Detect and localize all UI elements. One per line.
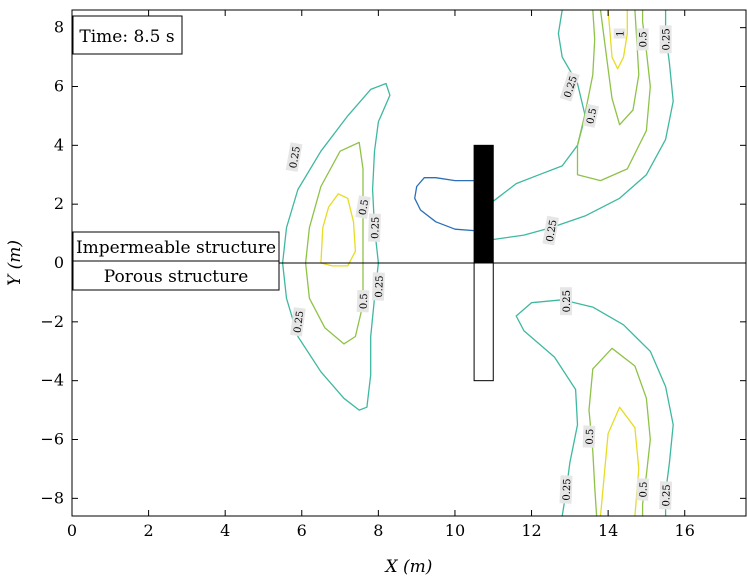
y-tick-label: 6 — [54, 76, 64, 95]
contour-label-bg — [368, 213, 381, 242]
y-tick-label: −2 — [40, 312, 64, 331]
contour-1-5 — [320, 193, 357, 267]
contour-label-text: 0.25 — [662, 28, 673, 50]
contour-label-text: 0.25 — [562, 478, 574, 501]
contour-label-bg — [659, 25, 672, 54]
porous-label: Porous structure — [104, 267, 249, 287]
y-tick-label: 2 — [54, 194, 64, 213]
y-tick-label: −4 — [40, 371, 64, 390]
contour-05-8 — [576, 9, 651, 182]
contour-025-6 — [492, 9, 586, 202]
x-tick-label: 2 — [143, 521, 153, 540]
y-tick-label: −8 — [40, 488, 64, 507]
contour-label-bg — [371, 272, 385, 301]
contour-label-bg — [582, 103, 600, 128]
contour-label-5: 0.25 — [290, 307, 306, 337]
y-tick-label: 0 — [54, 253, 64, 272]
y-axis-label: Y (m) — [5, 240, 25, 286]
contour-label-15: 0.5 — [636, 478, 650, 501]
contour-025-1 — [281, 82, 391, 264]
contour-label-text: 1 — [616, 30, 627, 36]
contour-label-bg — [290, 307, 306, 337]
y-tick-label: −6 — [40, 430, 64, 449]
contour-label-bg — [613, 28, 626, 39]
contour-label-0: 0.25 — [285, 142, 303, 172]
contour-1-13 — [599, 406, 640, 517]
contour-label-13: 0.5 — [582, 425, 597, 448]
contour-label-text: 0.25 — [563, 75, 580, 100]
contour-label-text: 0.25 — [545, 219, 560, 243]
contour-label-6: 1 — [613, 28, 627, 39]
x-tick-label: 12 — [521, 521, 541, 540]
x-tick-label: 8 — [373, 521, 383, 540]
contour-label-text: 0.25 — [288, 145, 303, 169]
contour-label-11: 0.25 — [542, 215, 560, 246]
contour-label-14: 0.25 — [559, 475, 574, 504]
x-tick-label: 0 — [67, 521, 77, 540]
contour-label-text: 0.25 — [374, 275, 386, 298]
contour-label-16: 0.25 — [659, 481, 673, 510]
contour-label-bg — [356, 289, 370, 313]
contour-label-text: 0.25 — [292, 310, 306, 334]
contour-label-bg — [355, 195, 371, 219]
contour-05-4 — [304, 262, 364, 345]
time-box — [72, 15, 183, 55]
contour-label-text: 0.25 — [661, 484, 673, 507]
impermeable-label: Impermeable structure — [76, 238, 276, 258]
x-tick-label: 6 — [297, 521, 307, 540]
contour-label-bg — [285, 142, 303, 172]
y-tick-label: 4 — [54, 135, 64, 154]
x-tick-label: 4 — [220, 521, 230, 540]
contour-05-3 — [304, 141, 364, 264]
porous-structure-bar — [473, 262, 494, 382]
contour-label-12: 0.25 — [560, 287, 573, 316]
contour-label-text: 0.5 — [638, 481, 650, 497]
contour-label-bg — [582, 425, 596, 448]
x-tick-label: 14 — [598, 521, 618, 540]
contour-label-2: 0.25 — [368, 213, 382, 242]
contour-label-4: 0.25 — [371, 272, 386, 301]
x-tick-label: 16 — [675, 521, 695, 540]
contour-025-2 — [281, 262, 380, 411]
impermeable-structure-bar — [473, 144, 494, 264]
contour-label-text: 0.5 — [639, 31, 650, 47]
contour-label-bg — [542, 215, 560, 246]
contour-label-7: 0.5 — [636, 28, 650, 51]
x-axis-label: X (m) — [384, 557, 433, 577]
x-axis-ticks: 0 2 4 6 8 10 12 14 16 — [67, 10, 695, 540]
contour-low-0 — [414, 177, 475, 232]
contour-label-bg — [559, 71, 580, 102]
contour-1-10 — [607, 9, 628, 70]
contour-05-9 — [599, 9, 640, 126]
contour-label-bg — [636, 28, 649, 51]
contour-025-11 — [515, 299, 674, 517]
contour-label-8: 0.25 — [659, 25, 673, 54]
contour-label-1: 0.5 — [355, 195, 372, 219]
time-annotation: Time: 8.5 s — [79, 27, 174, 47]
contour-label-text: 0.25 — [370, 216, 382, 239]
contour-label-3: 0.5 — [356, 289, 371, 313]
contour-label-text: 0.25 — [562, 290, 573, 312]
contour-label-bg — [659, 481, 673, 510]
contour-label-text: 0.5 — [585, 429, 597, 445]
contour-label-bg — [560, 287, 572, 316]
contour-label-bg — [559, 475, 573, 504]
contour-label-text: 0.5 — [358, 199, 372, 217]
contour-label-10: 0.5 — [582, 103, 600, 128]
contour-label-group: 0.250.50.250.50.250.251 0.5 0.250.250.50.2… — [285, 25, 673, 510]
contour-label-text: 0.5 — [585, 107, 599, 125]
contour-label-bg — [636, 478, 649, 501]
y-tick-label: 8 — [54, 18, 64, 37]
contour-label-text: 0.5 — [359, 293, 371, 309]
x-tick-label: 10 — [445, 521, 465, 540]
y-axis-ticks: −8 −6 −4 −2 0 2 4 6 8 — [40, 18, 746, 507]
